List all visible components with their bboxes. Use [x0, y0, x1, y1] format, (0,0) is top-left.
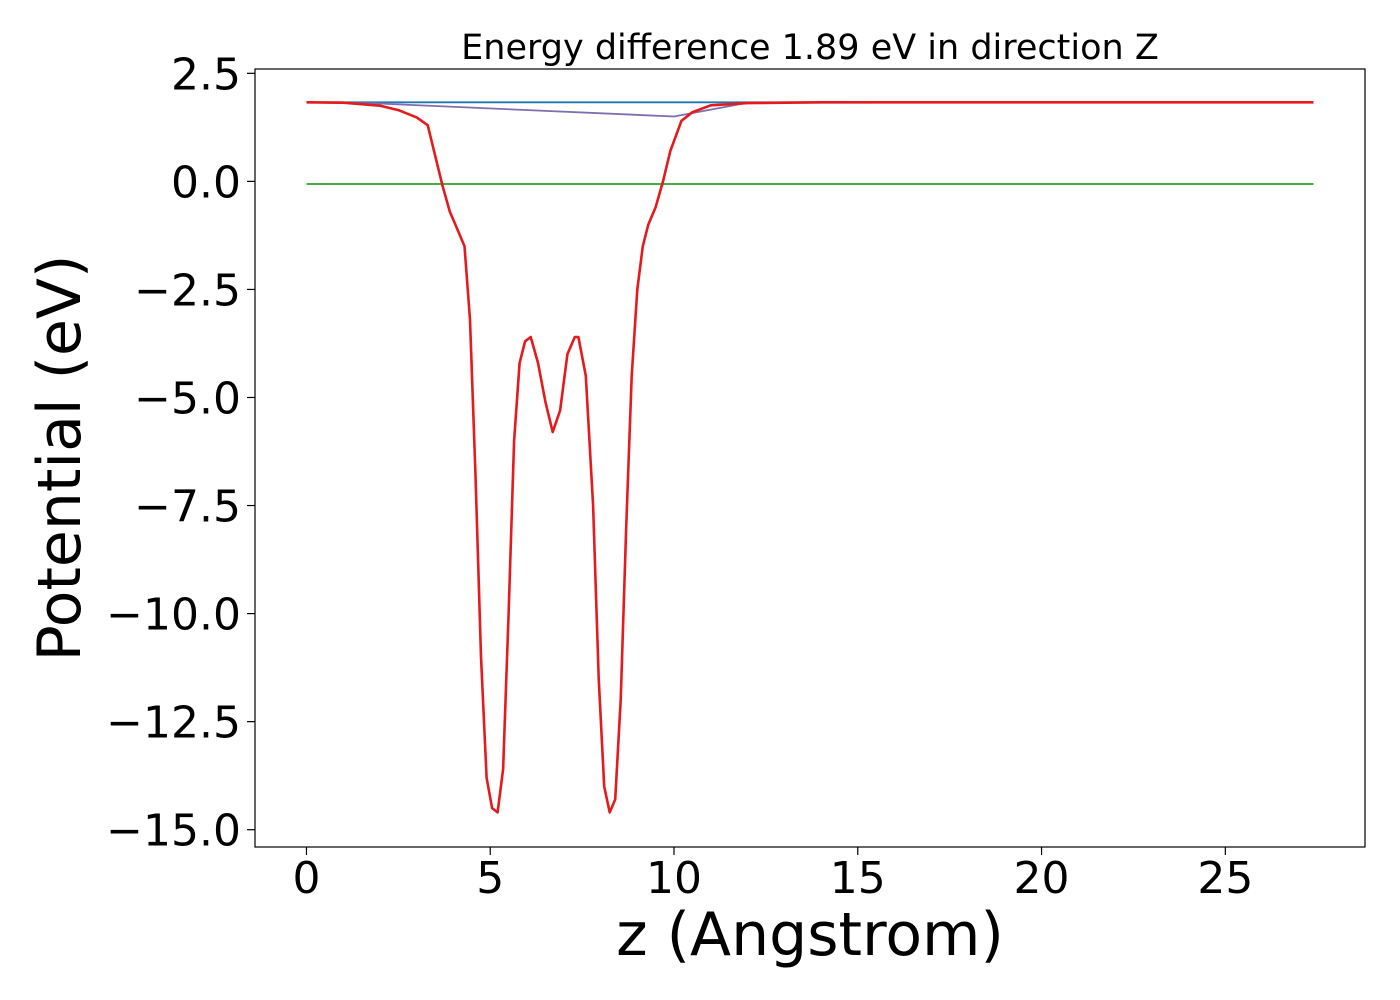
series-line-2 — [306, 101, 1314, 118]
x-tick-label: 5 — [476, 853, 504, 904]
y-tick-label: −2.5 — [134, 265, 241, 316]
y-tick-label: −5.0 — [134, 373, 241, 424]
chart-title: Energy difference 1.89 eV in direction Z — [461, 28, 1159, 68]
x-tick-label: 20 — [1014, 853, 1070, 904]
y-tick-label: −10.0 — [106, 590, 241, 641]
y-tick-label: −7.5 — [134, 482, 241, 533]
series-layer — [306, 101, 1314, 814]
y-tick-label: 0.0 — [171, 157, 241, 208]
plot-area-frame — [254, 68, 1366, 848]
x-axis-label: z (Angstrom) — [616, 900, 1004, 970]
x-tick-label: 10 — [646, 853, 702, 904]
y-tick-label: −12.5 — [106, 698, 241, 749]
x-axis-ticks: 0 5 10 15 20 25 — [292, 847, 1253, 904]
y-axis-ticks: 2.5 0.0 −2.5 −5.0 −7.5 −10.0 −12.5 −15.0 — [106, 49, 255, 857]
y-tick-label: 2.5 — [171, 49, 241, 100]
y-axis-label: Potential (eV) — [25, 255, 95, 662]
y-tick-label: −15.0 — [106, 806, 241, 857]
x-tick-label: 25 — [1197, 853, 1253, 904]
series-line-3 — [306, 101, 1314, 814]
x-tick-label: 15 — [830, 853, 886, 904]
x-tick-label: 0 — [292, 853, 320, 904]
